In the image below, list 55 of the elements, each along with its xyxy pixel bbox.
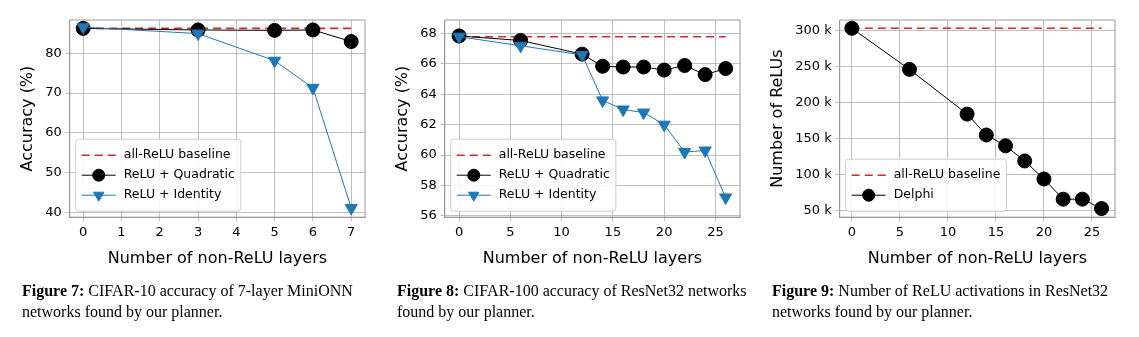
y-tick-label: 60 — [420, 146, 437, 162]
y-tick-label: 68 — [420, 25, 437, 41]
x-tick-label: 0 — [847, 224, 857, 240]
x-tick-label: 0 — [454, 224, 464, 240]
x-tick-label: 6 — [308, 224, 318, 240]
legend-label: ReLU + Identity — [498, 186, 597, 202]
y-tick-label: 300 k — [795, 21, 833, 37]
legend-label: ReLU + Quadratic — [123, 166, 235, 182]
x-axis-title: Number of non-ReLU layers — [107, 247, 328, 267]
y-tick-label: 100 k — [795, 166, 833, 182]
x-tick-label: 4 — [232, 224, 241, 240]
y-tick-label: 50 k — [803, 202, 833, 218]
y-tick-label: 66 — [420, 55, 437, 71]
y-tick-label: 200 k — [795, 93, 833, 109]
x-tick-label: 20 — [655, 224, 673, 240]
x-axis-title: Number of non-ReLU layers — [867, 247, 1088, 267]
x-tick-label: 5 — [270, 224, 279, 240]
y-tick-label: 64 — [420, 85, 437, 101]
x-tick-label: 15 — [604, 224, 622, 240]
x-tick-label: 5 — [895, 224, 905, 240]
x-tick-label: 5 — [506, 224, 515, 240]
y-tick-label: 60 — [45, 124, 62, 140]
caption: Figure 9: Number of ReLU activations in ResNet32 networks found by our planner. — [772, 281, 1110, 322]
legend-label: all-ReLU baseline — [893, 166, 1001, 182]
x-tick-label: 10 — [939, 224, 957, 240]
x-tick-label: 15 — [987, 224, 1005, 240]
x-axis-title: Number of non-ReLU layers — [482, 247, 703, 267]
y-tick-label: 80 — [45, 44, 62, 60]
x-tick-label: 0 — [79, 224, 88, 240]
y-axis-title: Number of ReLUs — [766, 49, 786, 188]
y-tick-label: 250 k — [795, 57, 833, 73]
caption: Figure 7: CIFAR-10 accuracy of 7-layer MiniONN networks found by our planner. — [22, 281, 354, 322]
y-tick-label: 62 — [420, 116, 437, 132]
legend-label: ReLU + Identity — [123, 186, 222, 202]
x-tick-label: 2 — [155, 224, 164, 240]
legend-label: ReLU + Quadratic — [498, 166, 610, 182]
x-tick-label: 1 — [117, 224, 126, 240]
x-tick-label: 10 — [553, 224, 570, 240]
y-axis-title: Accuracy (%) — [391, 65, 411, 172]
x-tick-label: 20 — [1035, 224, 1053, 240]
y-tick-label: 40 — [45, 204, 62, 220]
y-tick-label: 70 — [45, 84, 62, 100]
legend-label: all-ReLU baseline — [498, 146, 606, 162]
y-tick-label: 58 — [420, 176, 437, 192]
legend-label: Delphi — [893, 186, 934, 202]
y-tick-label: 56 — [420, 207, 437, 223]
y-tick-label: 150 k — [795, 129, 833, 145]
caption: Figure 8: CIFAR-100 accuracy of ResNet32 networks found by our planner. — [397, 281, 747, 322]
y-tick-label: 50 — [45, 164, 62, 180]
x-tick-label: 25 — [707, 224, 724, 240]
x-tick-label: 7 — [347, 224, 356, 240]
legend-label: all-ReLU baseline — [123, 146, 231, 162]
y-axis-title: Accuracy (%) — [16, 65, 36, 172]
x-tick-label: 3 — [193, 224, 203, 240]
x-tick-label: 25 — [1083, 224, 1101, 240]
